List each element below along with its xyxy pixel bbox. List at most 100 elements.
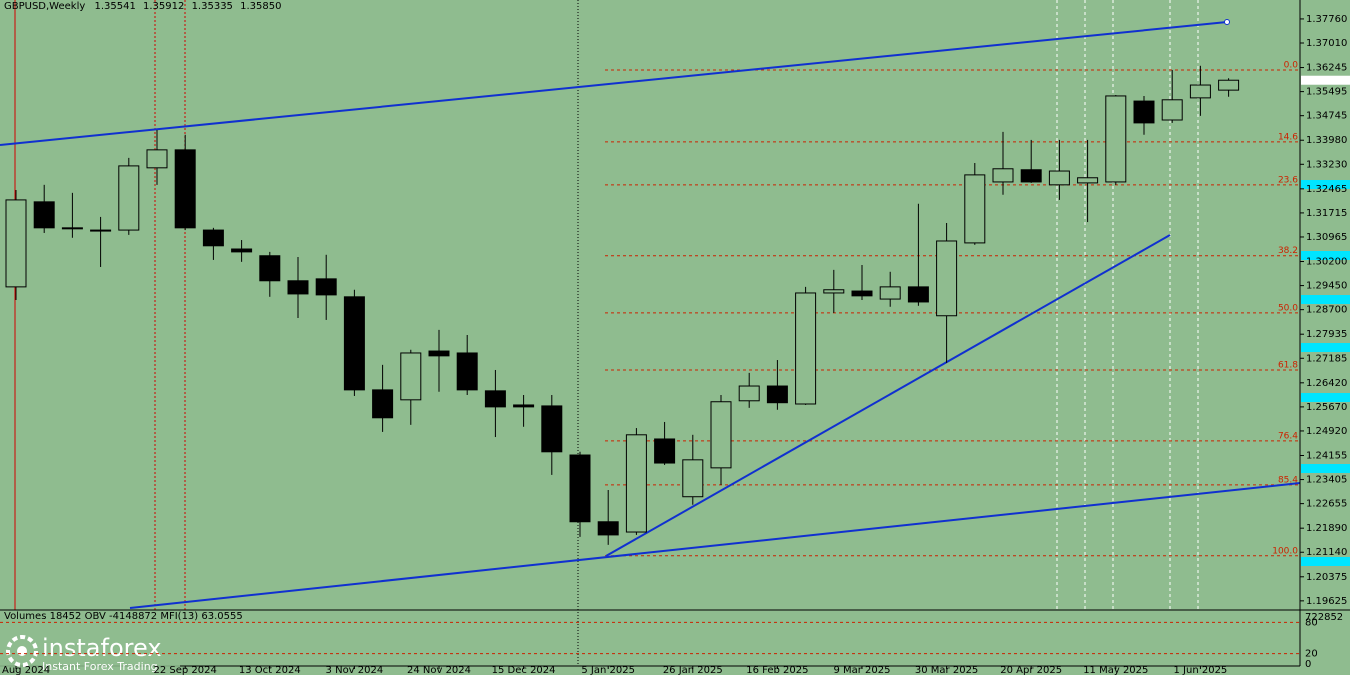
price-marker: [1301, 180, 1350, 189]
x-tick-label: 20 Apr 2025: [1000, 665, 1062, 675]
candle-body: [1189, 84, 1211, 99]
x-tick-label: 30 Mar 2025: [915, 665, 978, 675]
fib-label: 23.6: [1278, 175, 1298, 185]
candle-body: [1020, 169, 1042, 183]
price-marker: [1301, 343, 1350, 352]
x-tick-label: 5 Jan 2025: [581, 665, 635, 675]
candle-body: [33, 201, 55, 229]
y-tick-label: 1.33980: [1306, 135, 1347, 146]
price-marker: [1301, 557, 1350, 566]
candle-body: [569, 454, 591, 523]
candle-body: [1218, 79, 1240, 91]
x-tick-label: 11 May 2025: [1083, 665, 1148, 675]
y-tick-label: 1.24155: [1306, 450, 1347, 461]
fib-label: 50.0: [1278, 303, 1298, 313]
candle-body: [710, 401, 732, 469]
trend-line: [605, 234, 1171, 557]
candle-body: [823, 289, 845, 294]
watermark-logo: [17, 646, 27, 656]
y-tick-label: 1.30965: [1306, 232, 1347, 243]
candle-body: [146, 149, 168, 169]
y-tick-label: 1.20375: [1306, 572, 1347, 583]
y-tick-label: 1.29450: [1306, 281, 1347, 292]
candle-body: [315, 278, 337, 296]
x-tick-label: 16 Feb 2025: [746, 665, 808, 675]
price-marker: [1301, 393, 1350, 402]
y-tick-label: 1.21890: [1306, 523, 1347, 534]
fib-label: 85.4: [1278, 475, 1298, 485]
y-tick-label: 1.23405: [1306, 475, 1347, 486]
trend-line: [129, 482, 1301, 609]
price-marker: [1301, 295, 1350, 304]
candle-body: [1161, 99, 1183, 121]
fib-label: 100.0: [1272, 546, 1298, 556]
fib-label: 61.8: [1278, 360, 1298, 370]
chart-header: GBPUSD,Weekly 1.35541 1.35912 1.35335 1.…: [4, 1, 281, 12]
candle-body: [259, 255, 281, 282]
y-tick-label: 1.25670: [1306, 402, 1347, 413]
candles: [5, 65, 1240, 545]
y-tick-label: 1.27935: [1306, 329, 1347, 340]
candle-body: [851, 290, 873, 297]
watermark-brand: instaforex: [42, 634, 162, 662]
header-value: 1.35541: [94, 1, 135, 12]
y-tick-label: 1.24920: [1306, 426, 1347, 437]
candle-body: [372, 389, 394, 419]
candle-body: [118, 165, 140, 231]
candle-body: [738, 385, 760, 402]
candle-body: [541, 405, 563, 453]
x-tick-label: 15 Dec 2024: [492, 665, 556, 675]
candle-body: [484, 390, 506, 408]
candle-body: [907, 286, 929, 303]
fib-label: 38.2: [1278, 246, 1298, 256]
y-tick-label: 1.36245: [1306, 63, 1347, 74]
indicator-tick-label: 20: [1305, 649, 1318, 660]
y-tick-label: 1.26420: [1306, 378, 1347, 389]
x-tick-label: 26 Jan 2025: [663, 665, 723, 675]
candle-body: [625, 434, 647, 533]
candle-body: [231, 248, 253, 253]
candle-body: [343, 296, 365, 391]
y-tick-label: 1.28700: [1306, 305, 1347, 316]
candle-body: [597, 521, 619, 536]
x-tick-label: 3 Nov 2024: [326, 665, 384, 675]
indicator-tick-label: 80: [1305, 617, 1318, 628]
indicator-tick-label: 0: [1305, 659, 1311, 670]
fib-label: 14.6: [1278, 132, 1298, 142]
volume-max-label: 722852: [1305, 612, 1343, 623]
y-tick-label: 1.37010: [1306, 38, 1347, 49]
x-tick-label: 1 Jun 2025: [1174, 665, 1228, 675]
candle-body: [428, 350, 450, 357]
y-tick-label: 1.27185: [1306, 353, 1347, 364]
price-marker: [1301, 464, 1350, 473]
candle-body: [682, 459, 704, 498]
y-tick-label: 1.30200: [1306, 257, 1347, 268]
candle-body: [766, 385, 788, 404]
candle-body: [90, 229, 112, 232]
candle-body: [1048, 170, 1070, 186]
x-tick-label: 24 Nov 2024: [407, 665, 471, 675]
y-tick-label: 1.22655: [1306, 499, 1347, 510]
indicator-label: Volumes 18452 OBV -4148872 MFI(13) 63.05…: [4, 611, 243, 622]
candle-body: [174, 149, 196, 229]
candle-body: [513, 404, 535, 408]
fib-label: 0.0: [1284, 60, 1299, 70]
candle-body: [879, 286, 901, 300]
candle-body: [287, 280, 309, 295]
candle-body: [1133, 100, 1155, 124]
y-tick-label: 1.21140: [1306, 547, 1347, 558]
y-tick-label: 1.34745: [1306, 111, 1347, 122]
candle-body: [654, 438, 676, 464]
current-price-marker: [1301, 75, 1350, 85]
candle-body: [936, 240, 958, 317]
trend-line-end: [1224, 19, 1230, 25]
symbol: GBPUSD,Weekly: [4, 1, 85, 12]
candle-body: [992, 168, 1014, 183]
candle-body: [1105, 95, 1127, 183]
x-tick-label: 9 Mar 2025: [833, 665, 890, 675]
candle-body: [1077, 177, 1099, 184]
header-value: 1.35335: [192, 1, 233, 12]
x-tick-label: Aug 2024: [2, 665, 50, 675]
y-tick-label: 1.33230: [1306, 159, 1347, 170]
